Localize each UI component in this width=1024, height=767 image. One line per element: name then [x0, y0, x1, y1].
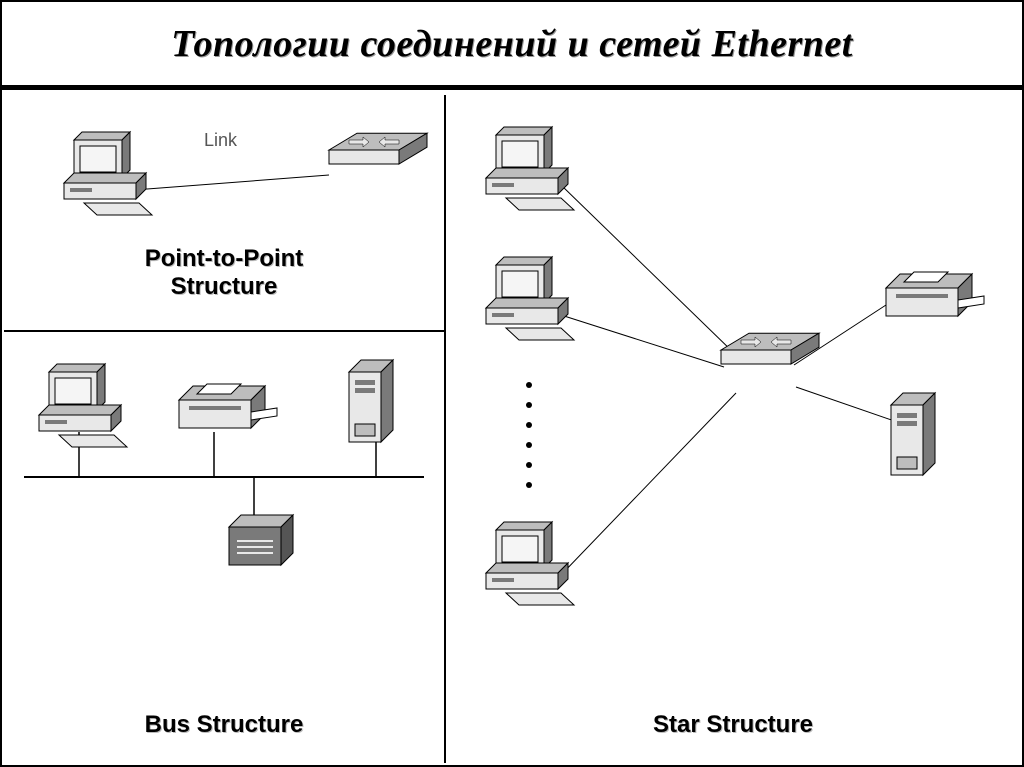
panel-bus: Bus Structure [4, 332, 444, 763]
bus-label: Bus Structure [4, 711, 444, 739]
ptp-label: Point-to-Point Structure [4, 245, 444, 301]
ptp-label-line1: Point-to-Point [145, 245, 304, 272]
panel-star: Star Structure [446, 95, 1020, 763]
ptp-label-line2: Structure [171, 273, 278, 300]
star-diagram [446, 95, 1024, 765]
slide: Топологии соединений и сетей Ethernet Li… [0, 0, 1024, 767]
panel-point-to-point: Link Point-to-Point Structure [4, 95, 444, 330]
bus-diagram [4, 332, 444, 762]
slide-body: Link Point-to-Point Structure Bus Struct… [4, 95, 1020, 763]
link-label: Link [204, 130, 237, 151]
star-label: Star Structure [446, 711, 1020, 739]
title-bar: Топологии соединений и сетей Ethernet [2, 2, 1022, 90]
slide-title: Топологии соединений и сетей Ethernet [171, 22, 853, 66]
